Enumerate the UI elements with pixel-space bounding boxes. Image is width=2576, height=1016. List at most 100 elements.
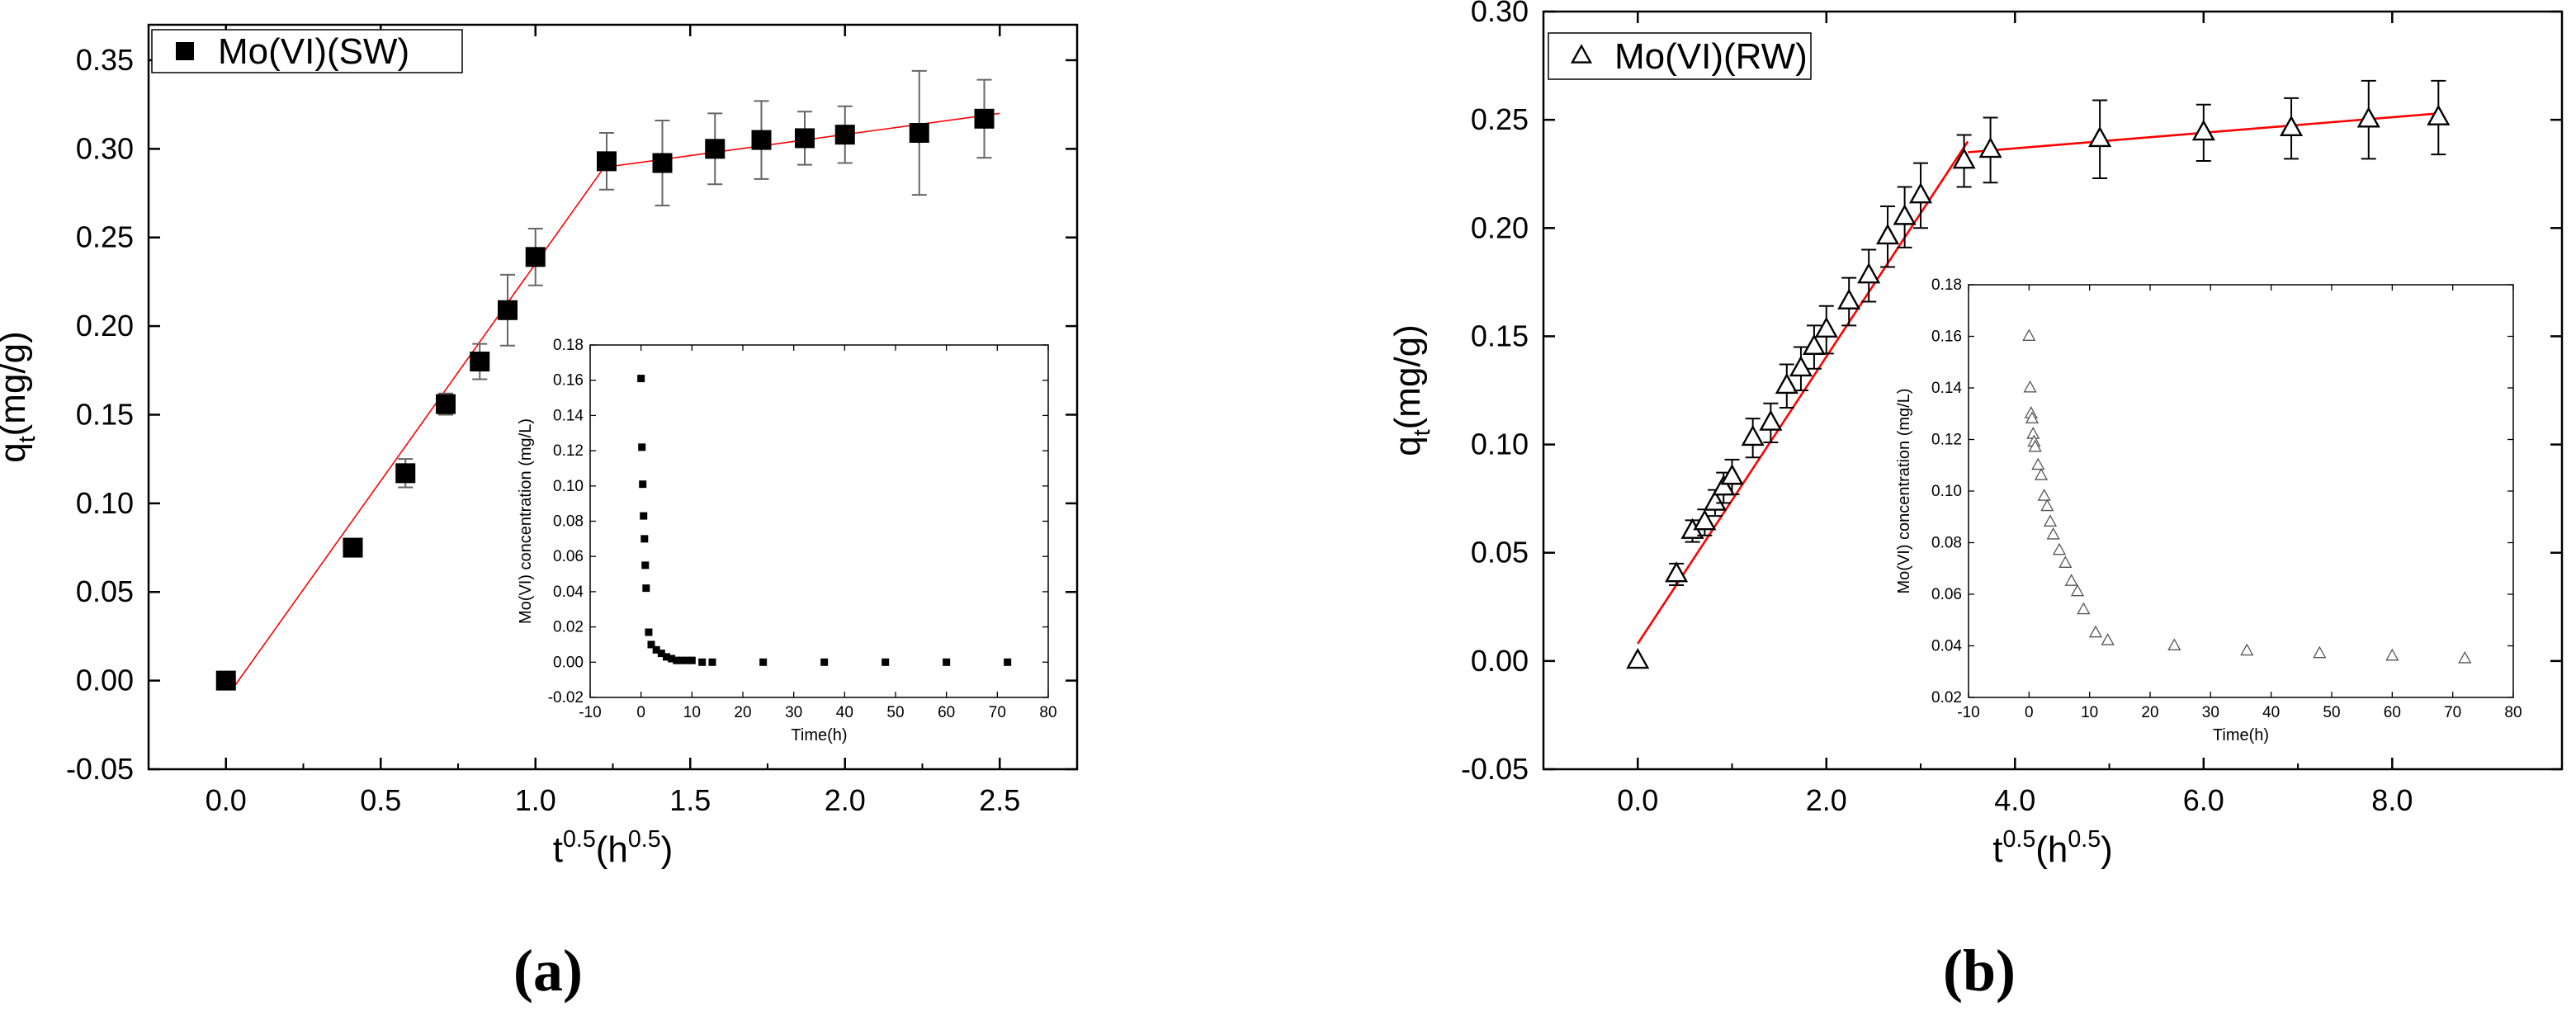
inset-data-point [640, 535, 649, 543]
data-point [1876, 223, 1900, 245]
inset-data-point [2052, 542, 2067, 555]
legend: Mo(VI)(SW) [151, 29, 463, 73]
data-point [2427, 104, 2451, 125]
inset-data-point [637, 375, 645, 383]
inset-data-point [657, 650, 665, 658]
data-point [909, 123, 929, 144]
legend-marker [1570, 44, 1593, 64]
data-point [705, 139, 726, 159]
inset-data-point [2034, 468, 2049, 480]
inset-data-point [2385, 648, 2399, 661]
x-axis-label-part: (h [2035, 829, 2068, 870]
inset-data-point [642, 584, 650, 593]
inset-x-tick-label: 30 [785, 704, 802, 721]
y-axis-label: qt(mg/g) [0, 331, 40, 463]
inset-y-tick-label: 0.04 [553, 584, 584, 601]
data-point [1814, 316, 1838, 338]
inset-data-point [2088, 625, 2103, 638]
inset-y-axis-label: Mo(VI) concentration (mg/L) [517, 418, 535, 624]
inset-frame [1968, 284, 2514, 698]
data-point [974, 108, 995, 129]
y-tick-label: 0.20 [76, 309, 134, 343]
inset-chart: -10 0 10 20 30 40 50 60 70 80 0.02 0.04 0.06 0.08 0.10… [1895, 276, 2522, 744]
x-tick-label: 0.0 [1617, 783, 1658, 817]
data-point [795, 128, 815, 149]
inset-y-tick-label: 0.02 [553, 619, 584, 636]
inset-x-tick-label: 70 [2444, 704, 2461, 721]
data-point [1893, 204, 1917, 225]
inset-data-point [688, 656, 696, 664]
legend: Mo(VI)(RW) [1548, 32, 1812, 80]
inset-y-tick-label: 0.02 [1931, 689, 1962, 706]
inset-y-tick-label: 0.10 [1931, 483, 1962, 500]
inset-data-point [2022, 328, 2036, 341]
inset-data-point [2313, 645, 2327, 659]
y-tick-label: 0.30 [1471, 0, 1529, 28]
x-tick-label: 8.0 [2371, 783, 2413, 817]
y-tick-label: 0.10 [1471, 428, 1529, 461]
x-axis-label-part: 0.5 [628, 826, 661, 853]
x-axis-label-part: t [553, 829, 563, 870]
legend-box [1548, 32, 1812, 80]
inset-y-tick-label: 0.14 [553, 407, 584, 424]
y-tick-label: 0.05 [1471, 536, 1529, 569]
data-point [652, 153, 673, 173]
y-axis-label-part: (mg/g) [1387, 324, 1428, 429]
panel-label: (a) [513, 938, 583, 1004]
legend-label: Mo(VI)(RW) [1614, 36, 1808, 77]
inset-data-point [759, 658, 768, 666]
inset-data-point [678, 656, 686, 664]
y-tick-label: -0.05 [66, 752, 134, 786]
x-tick-label: 0.5 [360, 783, 401, 817]
data-point [1857, 262, 1881, 284]
inset-data-point [2070, 584, 2085, 597]
legend-label: Mo(VI)(SW) [218, 31, 409, 72]
data-point [470, 352, 490, 372]
y-tick-label: 0.05 [76, 574, 134, 608]
y-axis-label-part: t [1409, 429, 1435, 436]
inset-x-tick-label: 60 [2384, 704, 2401, 721]
data-point [343, 537, 363, 558]
inset-x-tick-label: 40 [836, 704, 853, 721]
inset-data-point [640, 512, 648, 520]
x-axis-label-part: ) [2101, 829, 2113, 870]
inset-x-tick-label: 0 [636, 704, 645, 721]
data-point [1712, 475, 1736, 496]
inset-x-tick-label: 80 [2504, 704, 2522, 721]
inset-data-point [2028, 439, 2042, 452]
data-point [2356, 106, 2380, 128]
data-point [525, 247, 546, 267]
inset-data-point [647, 640, 655, 649]
inset-x-axis-label: Time(h) [2213, 726, 2269, 744]
legend-box [151, 29, 463, 73]
inset-x-tick-label: 20 [2141, 704, 2158, 721]
inset-data-point [2077, 602, 2091, 615]
y-tick-label: 0.25 [1471, 102, 1529, 136]
inset-data-point [2058, 555, 2073, 568]
x-tick-label: 2.5 [979, 783, 1020, 817]
inset-y-tick-label: 0.08 [553, 513, 584, 531]
inset-data-point [2040, 499, 2054, 512]
y-tick-label: 0.00 [76, 664, 134, 697]
y-tick-label: 0.35 [76, 43, 134, 77]
inset-data-point [1004, 658, 1012, 666]
inset-y-tick-label: 0.06 [1931, 586, 1962, 603]
x-tick-label: 4.0 [1994, 783, 2035, 817]
inset-x-tick-label: 20 [734, 704, 751, 721]
inset-data-point [820, 658, 829, 666]
x-axis-label-part: t [1992, 829, 2002, 870]
inset-x-tick-label: 80 [1039, 704, 1056, 721]
data-point [395, 463, 416, 484]
inset-x-tick-label: 0 [2025, 704, 2034, 721]
y-axis-label: qt(mg/g) [1387, 324, 1435, 456]
x-axis-label: t0.5(h0.5) [553, 826, 674, 870]
y-tick-label: 0.20 [1471, 210, 1529, 244]
inset-x-axis-label: Time(h) [791, 726, 847, 744]
inset-data-point [2037, 489, 2051, 501]
inset-data-point [708, 658, 716, 666]
panel-label: (b) [1943, 938, 2016, 1004]
y-tick-label: 0.00 [1471, 644, 1529, 678]
inset-data-point [652, 645, 660, 654]
inset-chart: -10 0 10 20 30 40 50 60 70 80 -0.02 0.00 0.02 0.04 0.0… [517, 337, 1057, 744]
